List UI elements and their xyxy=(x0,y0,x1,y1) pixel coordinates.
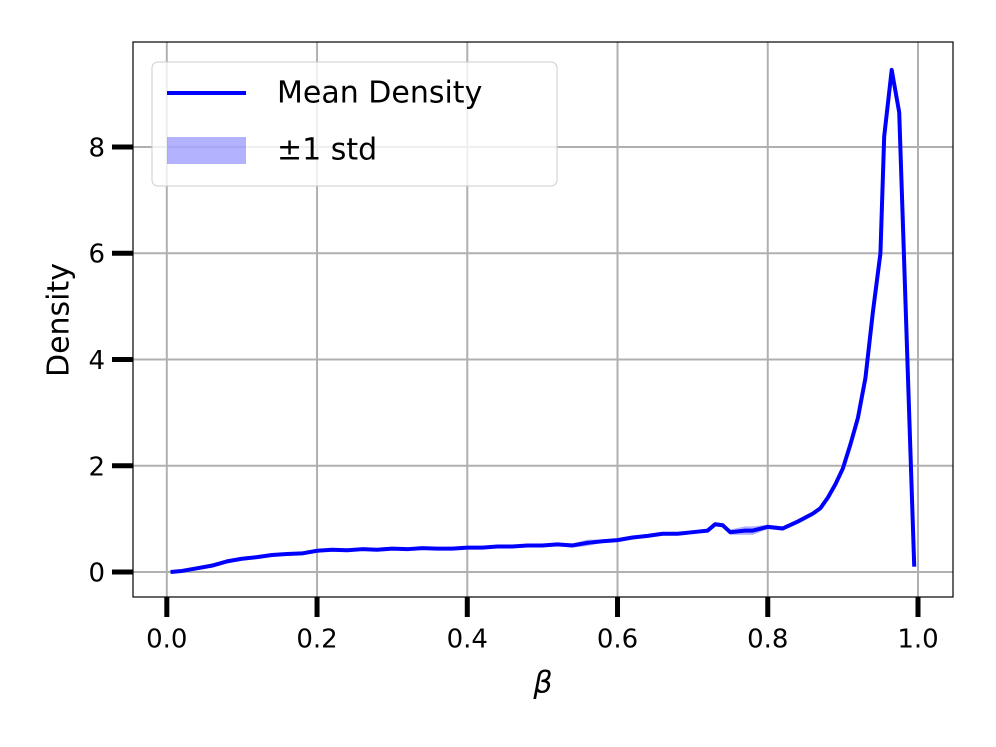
x-tick-label: 1.0 xyxy=(897,625,938,655)
legend-patch xyxy=(167,137,246,164)
x-tick-label: 0.2 xyxy=(296,625,337,655)
x-tick-label: 0.8 xyxy=(747,625,788,655)
y-tick-label: 0 xyxy=(88,559,105,589)
x-tick-label: 0.4 xyxy=(447,625,488,655)
x-axis-label: β xyxy=(532,666,552,701)
y-axis-label: Density xyxy=(42,263,77,377)
legend-box xyxy=(151,61,558,187)
y-tick-label: 2 xyxy=(88,452,105,482)
line xyxy=(170,67,917,575)
x-tick-label: 0.6 xyxy=(597,625,638,655)
axes-frame xyxy=(132,41,954,598)
y-tick-label: 6 xyxy=(88,240,105,270)
y-tick-label: 4 xyxy=(88,346,105,376)
y-tick-label: 8 xyxy=(88,133,105,163)
legend-label: ±1 std xyxy=(277,133,377,168)
x-tick-label: 0.0 xyxy=(146,625,187,655)
legend-label: Mean Density xyxy=(277,76,482,111)
legend: Mean Density ±1 std xyxy=(151,61,558,187)
